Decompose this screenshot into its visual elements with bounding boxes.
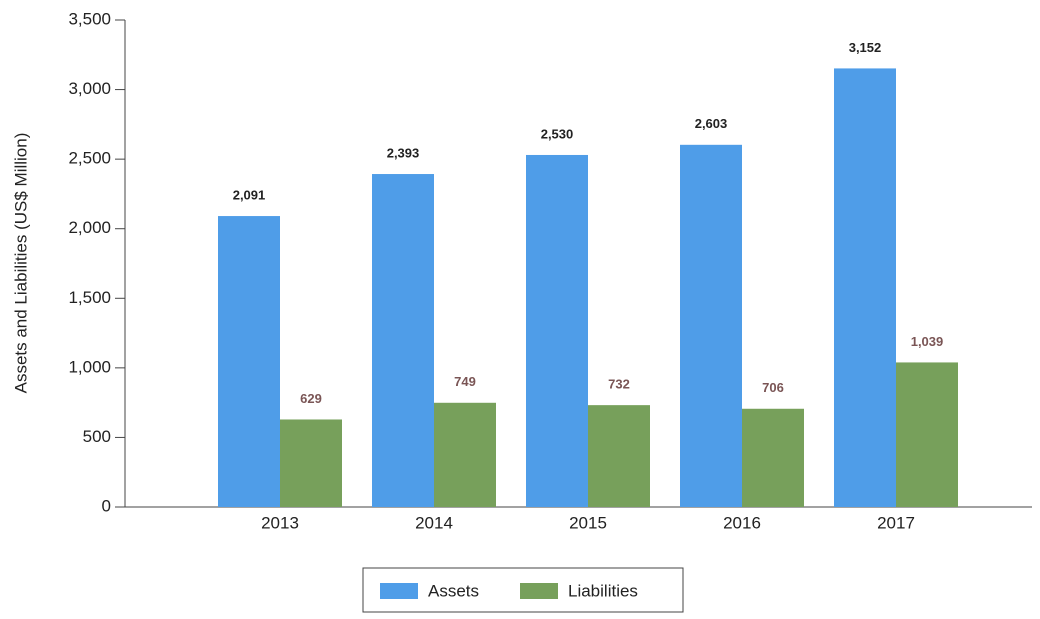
- bar: [896, 362, 958, 507]
- value-label: 1,039: [911, 334, 944, 349]
- y-tick-label: 500: [83, 427, 111, 446]
- bar: [526, 154, 588, 507]
- y-tick-label: 1,500: [68, 288, 111, 307]
- x-tick-label: 2015: [569, 513, 607, 532]
- legend-label: Assets: [428, 581, 479, 600]
- x-tick-label: 2013: [261, 513, 299, 532]
- value-label: 2,603: [695, 116, 728, 131]
- x-tick-label: 2016: [723, 513, 761, 532]
- value-label: 732: [608, 377, 630, 392]
- y-tick-label: 3,500: [68, 9, 111, 28]
- legend-swatch: [520, 583, 558, 599]
- bar: [218, 216, 280, 507]
- bar: [588, 405, 650, 507]
- bar: [434, 402, 496, 507]
- y-tick-label: 3,000: [68, 79, 111, 98]
- y-axis-title: Assets and Liabilities (US$ Million): [11, 133, 30, 394]
- value-label: 2,393: [387, 145, 420, 160]
- value-label: 2,530: [541, 126, 574, 141]
- x-tick-label: 2014: [415, 513, 453, 532]
- value-label: 749: [454, 374, 476, 389]
- legend-swatch: [380, 583, 418, 599]
- legend-label: Liabilities: [568, 581, 638, 600]
- x-tick-label: 2017: [877, 513, 915, 532]
- y-tick-label: 0: [102, 496, 111, 515]
- y-tick-label: 2,000: [68, 218, 111, 237]
- bar: [280, 419, 342, 507]
- value-label: 3,152: [849, 40, 882, 55]
- bar: [680, 144, 742, 507]
- bar: [742, 408, 804, 507]
- y-tick-label: 1,000: [68, 357, 111, 376]
- value-label: 2,091: [233, 187, 266, 202]
- bar: [834, 68, 896, 507]
- value-label: 629: [300, 391, 322, 406]
- y-tick-label: 2,500: [68, 149, 111, 168]
- bar: [372, 174, 434, 508]
- value-label: 706: [762, 380, 784, 395]
